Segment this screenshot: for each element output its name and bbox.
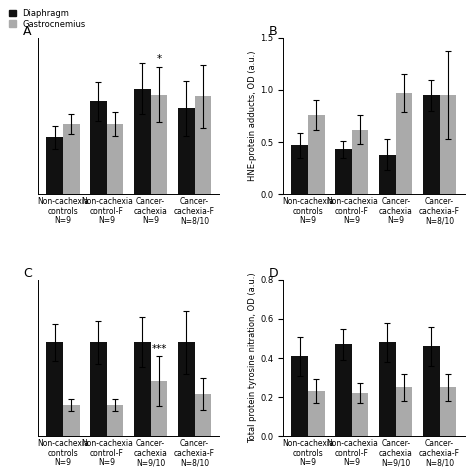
Bar (134, 89, 151, 194)
Bar (308, 391, 325, 436)
Bar (308, 115, 325, 194)
Bar (107, 405, 123, 436)
Y-axis label: Total protein tyrosine nitration, OD (a.u.): Total protein tyrosine nitration, OD (a.… (248, 273, 257, 443)
Bar (90, 342, 107, 436)
Bar (335, 344, 352, 436)
Bar (46, 342, 63, 436)
Legend: Diaphragm, Gastrocnemius: Diaphragm, Gastrocnemius (9, 9, 85, 28)
Text: *: * (156, 55, 162, 64)
Bar (423, 346, 439, 436)
Bar (46, 137, 63, 194)
Bar (178, 342, 194, 436)
Bar (90, 101, 107, 194)
Bar (291, 145, 308, 194)
Bar (335, 149, 352, 194)
Bar (291, 356, 308, 436)
Text: ***: *** (151, 344, 167, 354)
Bar (151, 94, 167, 194)
Bar (134, 342, 151, 436)
Text: A: A (23, 26, 32, 38)
Bar (379, 155, 396, 194)
Text: B: B (268, 26, 277, 38)
Bar (63, 405, 80, 436)
Bar (352, 129, 368, 194)
Bar (379, 342, 396, 436)
Bar (151, 382, 167, 436)
Bar (194, 97, 211, 194)
Text: C: C (23, 267, 32, 281)
Bar (352, 393, 368, 436)
Bar (63, 124, 80, 194)
Bar (423, 95, 439, 194)
Bar (396, 93, 412, 194)
Bar (396, 387, 412, 436)
Bar (107, 124, 123, 194)
Bar (178, 108, 194, 194)
Bar (439, 95, 456, 194)
Bar (439, 387, 456, 436)
Bar (194, 394, 211, 436)
Y-axis label: HNE-protein adducts, OD (a.u.): HNE-protein adducts, OD (a.u.) (248, 51, 257, 181)
Text: D: D (268, 267, 278, 281)
